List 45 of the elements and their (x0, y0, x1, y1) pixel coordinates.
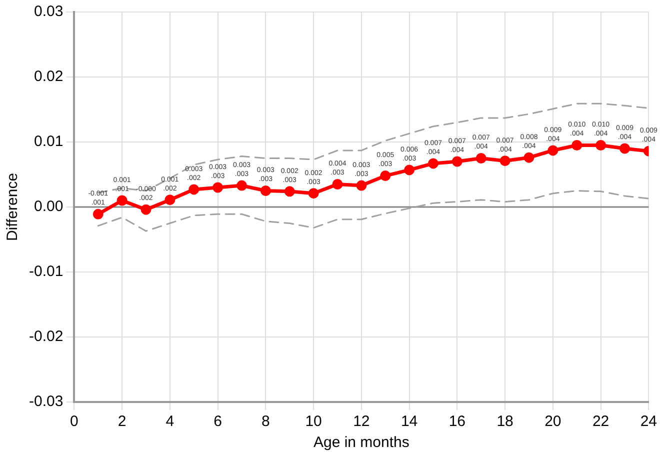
x-tick-label: 6 (214, 413, 222, 430)
point (548, 145, 558, 156)
point (572, 140, 582, 150)
x-tick-label: 16 (448, 413, 466, 430)
y-tick-label: -0.03 (28, 393, 64, 410)
x-tick-label: 18 (496, 413, 514, 430)
y-axis-title: Difference (4, 172, 22, 242)
x-tick-label: 12 (353, 413, 370, 430)
point (164, 194, 176, 206)
point (284, 186, 295, 197)
point (619, 143, 630, 154)
x-tick-label: 20 (544, 413, 562, 430)
x-tick-label: 4 (166, 413, 174, 430)
y-tick-label: 0.00 (34, 198, 64, 216)
point (212, 182, 224, 193)
point (188, 184, 200, 195)
x-tick-label: 0 (70, 413, 78, 430)
x-tick-label: 22 (592, 413, 610, 430)
y-tick-label: 0.03 (34, 3, 64, 20)
point (236, 180, 247, 191)
x-axis-title: Age in months (313, 434, 410, 452)
point (476, 153, 486, 164)
y-tick-label: -0.02 (28, 328, 64, 346)
point (116, 195, 128, 206)
x-tick-label: 24 (640, 413, 657, 430)
point (404, 164, 415, 176)
point (380, 170, 391, 182)
x-tick-label: 2 (118, 413, 126, 430)
point (92, 208, 104, 220)
point (140, 204, 152, 215)
point (308, 188, 319, 199)
point (356, 180, 367, 191)
point (428, 158, 438, 169)
point (524, 152, 534, 163)
point (332, 179, 343, 190)
point (596, 140, 606, 150)
x-tick-label: 14 (400, 413, 418, 430)
point (260, 186, 271, 196)
x-tick-label: 8 (262, 413, 270, 430)
y-tick-label: -0.01 (28, 263, 64, 280)
y-tick-label: 0.02 (34, 68, 64, 86)
point (452, 156, 462, 167)
y-tick-label: 0.01 (34, 133, 64, 150)
x-tick-label: 10 (305, 413, 322, 430)
point (500, 156, 510, 166)
